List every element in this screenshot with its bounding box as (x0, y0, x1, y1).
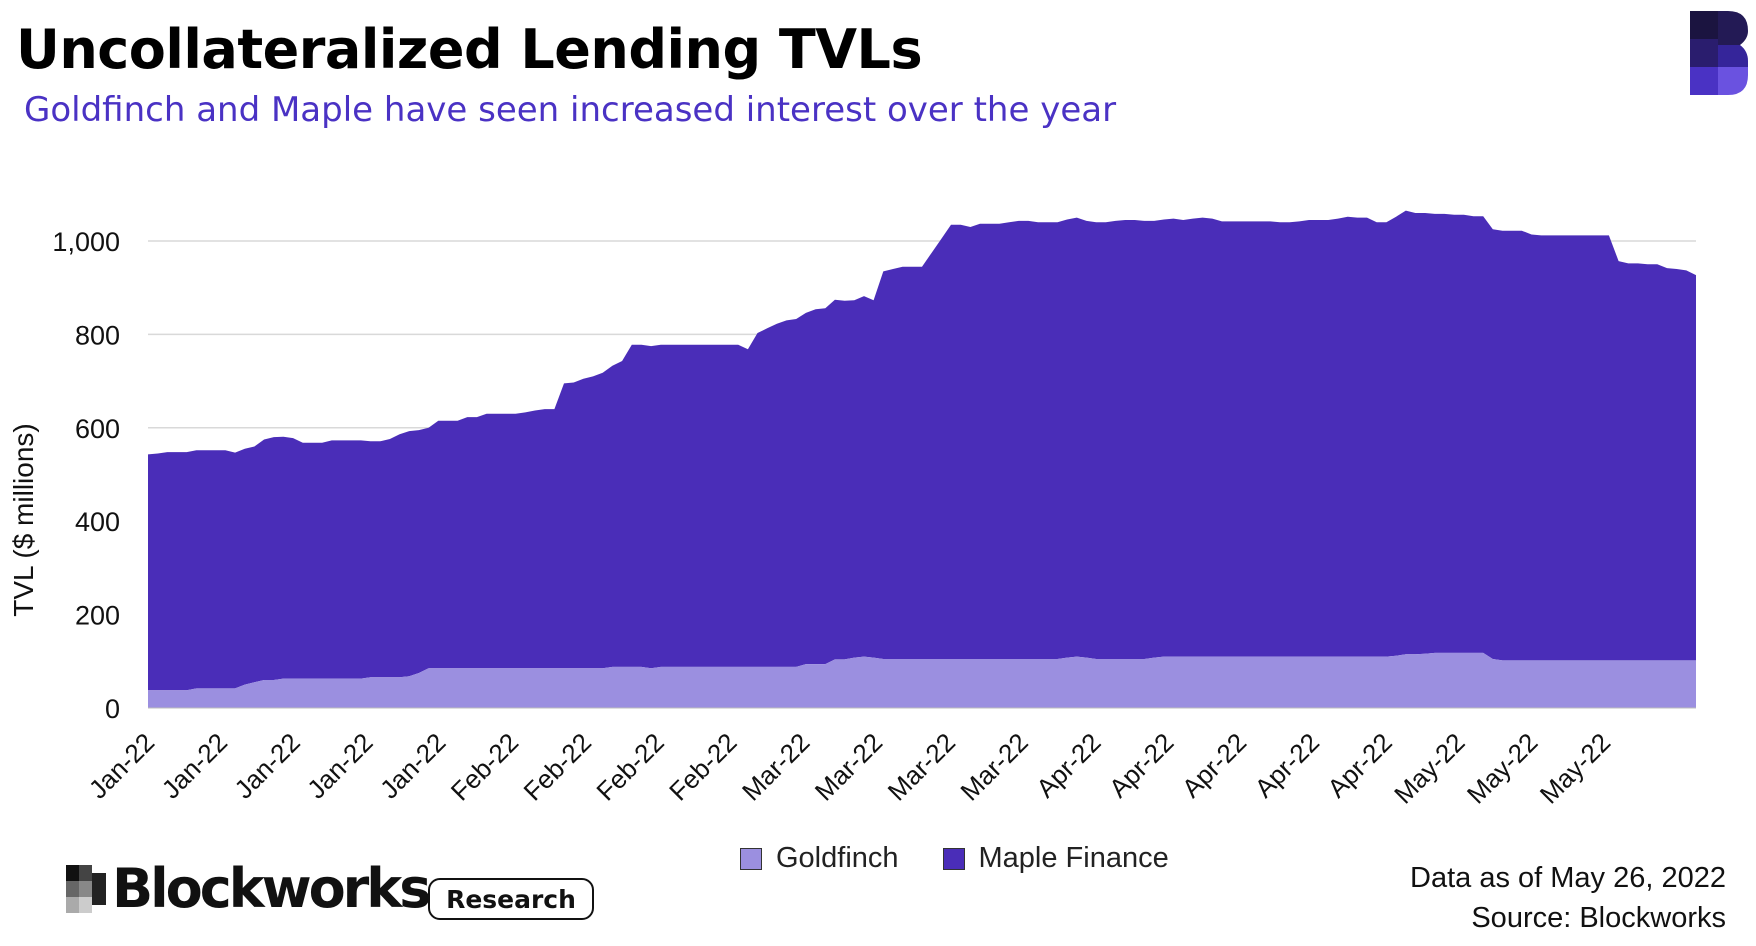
area-series (148, 210, 1696, 709)
chart-legend: Goldfinch Maple Finance (740, 842, 1213, 875)
x-axis-ticks: Jan-22Jan-22Jan-22Jan-22Jan-22Feb-22Feb-… (83, 727, 1616, 810)
x-tick-label: Mar-22 (809, 727, 888, 806)
x-tick-label: Mar-22 (736, 727, 815, 806)
chart-title: Uncollateralized Lending TVLs (16, 18, 923, 81)
legend-swatch-goldfinch (740, 847, 762, 870)
brand-name: Blockworks (112, 857, 431, 920)
x-tick-label: Apr-22 (1321, 727, 1397, 803)
y-tick-label: 0 (105, 694, 120, 724)
research-badge: Research (428, 878, 594, 920)
y-tick-label: 800 (75, 320, 120, 350)
footnote: Data as of May 26, 2022 Source: Blockwor… (1410, 858, 1726, 938)
y-tick-label: 1,000 (52, 227, 120, 257)
chart-subtitle: Goldfinch and Maple have seen increased … (24, 90, 1117, 130)
blockworks-brand: Blockworks (66, 857, 431, 920)
x-tick-label: Feb-22 (518, 727, 597, 806)
area-maple-finance (148, 210, 1696, 691)
legend-item-goldfinch: Goldfinch (740, 842, 899, 875)
x-tick-label: Apr-22 (1030, 727, 1106, 803)
x-tick-label: Feb-22 (445, 727, 524, 806)
x-tick-label: May-22 (1534, 727, 1617, 810)
y-axis-label: TVL ($ millions) (8, 423, 39, 616)
x-tick-label: Apr-22 (1249, 727, 1325, 803)
x-tick-label: Jan-22 (83, 727, 160, 804)
x-tick-label: Mar-22 (954, 727, 1033, 806)
y-tick-label: 400 (75, 507, 120, 537)
x-tick-label: Jan-22 (228, 727, 305, 804)
blockworks-mark-icon (66, 865, 106, 913)
y-axis-ticks: 0 200 400 600 800 1,000 (52, 227, 120, 724)
x-tick-label: Jan-22 (374, 727, 451, 804)
x-tick-label: Jan-22 (301, 727, 378, 804)
data-as-of-note: Data as of May 26, 2022 (1410, 862, 1726, 894)
x-tick-label: Feb-22 (590, 727, 669, 806)
blockworks-b-logo-icon (1690, 11, 1748, 95)
y-tick-label: 200 (75, 601, 120, 631)
source-note: Source: Blockworks (1471, 902, 1726, 934)
legend-label-maple-finance: Maple Finance (978, 842, 1169, 874)
legend-item-maple-finance: Maple Finance (942, 842, 1169, 875)
x-tick-label: Feb-22 (663, 727, 742, 806)
x-tick-label: May-22 (1388, 727, 1471, 810)
y-tick-label: 600 (75, 414, 120, 444)
legend-label-goldfinch: Goldfinch (776, 842, 899, 874)
x-tick-label: Jan-22 (156, 727, 233, 804)
legend-swatch-maple-finance (942, 847, 965, 870)
x-tick-label: Apr-22 (1176, 727, 1252, 803)
area-goldfinch (148, 652, 1696, 708)
x-tick-label: Apr-22 (1103, 727, 1179, 803)
x-tick-label: Mar-22 (882, 727, 961, 806)
x-tick-label: May-22 (1461, 727, 1544, 810)
